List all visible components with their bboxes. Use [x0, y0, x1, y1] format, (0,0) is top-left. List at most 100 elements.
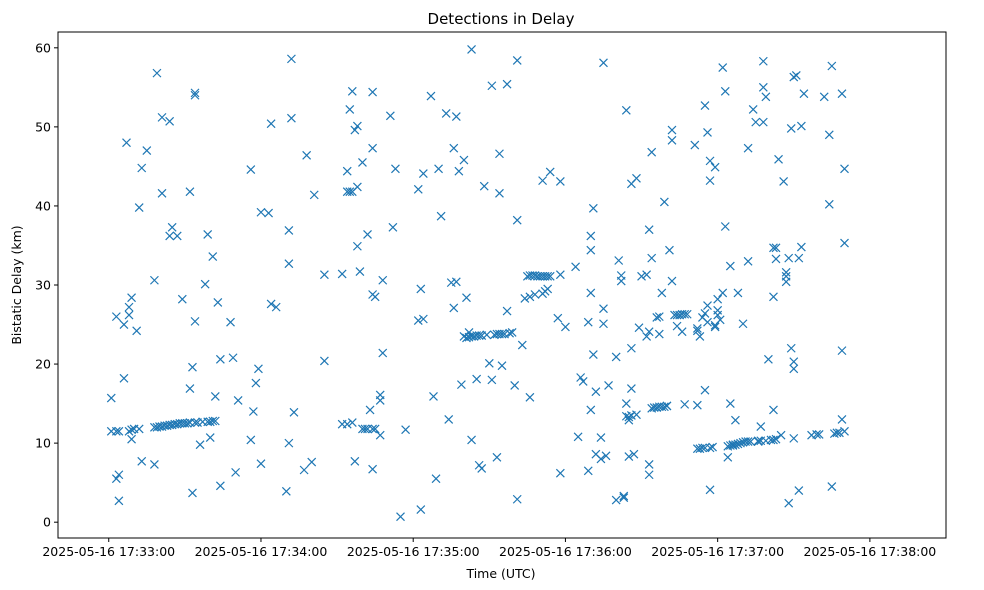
data-point — [796, 121, 806, 131]
data-point — [705, 176, 715, 186]
data-point — [619, 493, 629, 503]
y-axis-label: Bistatic Delay (km) — [9, 225, 24, 344]
x-tick-label: 2025-05-16 17:34:00 — [195, 544, 328, 559]
data-point — [271, 302, 281, 312]
data-point — [142, 146, 152, 156]
data-point — [157, 188, 167, 198]
data-point — [462, 293, 471, 303]
data-point — [375, 430, 385, 440]
data-point — [725, 399, 735, 409]
data-point — [629, 449, 639, 459]
data-point — [190, 88, 200, 98]
data-point — [342, 419, 352, 429]
data-point — [205, 433, 215, 443]
data-point — [378, 348, 388, 358]
data-point — [710, 322, 720, 332]
data-point — [738, 319, 748, 329]
data-point — [418, 169, 428, 178]
data-point — [451, 112, 461, 122]
data-point — [827, 482, 837, 492]
data-point — [667, 276, 677, 286]
data-point — [705, 485, 715, 495]
data-point — [134, 203, 144, 212]
data-point — [695, 331, 705, 341]
data-point — [761, 92, 771, 102]
data-point — [824, 199, 834, 209]
data-point — [632, 173, 641, 183]
data-point — [226, 317, 235, 327]
data-point — [368, 87, 378, 97]
data-point — [571, 262, 581, 272]
data-point — [743, 437, 753, 446]
data-point — [837, 89, 847, 99]
data-point — [796, 242, 806, 252]
data-point — [819, 92, 829, 102]
data-point — [654, 329, 664, 339]
data-point — [281, 486, 291, 496]
y-tick-label: 10 — [35, 436, 51, 451]
data-point — [487, 375, 497, 385]
data-point — [309, 190, 319, 200]
y-tick-label: 40 — [35, 198, 51, 213]
data-point — [543, 271, 553, 281]
data-point — [487, 81, 497, 91]
data-point — [736, 438, 745, 448]
data-point — [786, 124, 796, 133]
data-point — [119, 320, 129, 329]
data-point — [644, 225, 654, 235]
y-axis: 0 10 20 30 40 50 60 — [35, 40, 58, 530]
data-point — [342, 166, 352, 176]
data-point — [449, 303, 459, 313]
data-point — [190, 90, 200, 100]
data-point — [705, 443, 715, 453]
data-point — [497, 329, 507, 339]
data-point — [350, 456, 360, 466]
data-point — [525, 392, 535, 402]
data-point — [586, 405, 596, 415]
data-point — [586, 288, 596, 298]
data-point — [596, 454, 606, 464]
data-point — [746, 437, 756, 446]
data-point — [190, 316, 200, 326]
data-point — [530, 290, 540, 299]
x-tick-label: 2025-05-16 17:38:00 — [804, 544, 937, 559]
data-point — [680, 309, 690, 319]
data-point — [700, 309, 710, 318]
data-point — [418, 314, 428, 324]
data-point — [705, 156, 715, 166]
data-point — [733, 288, 743, 298]
x-tick-label: 2025-05-16 17:33:00 — [42, 544, 175, 559]
data-point — [769, 435, 778, 445]
data-point — [840, 164, 849, 174]
data-point — [111, 474, 121, 484]
data-point — [583, 466, 593, 476]
data-point — [789, 364, 799, 374]
data-point — [713, 305, 723, 315]
data-point — [758, 117, 768, 127]
x-tick-label: 2025-05-16 17:36:00 — [499, 544, 632, 559]
data-point — [700, 101, 710, 110]
data-point — [771, 254, 781, 264]
data-point — [713, 294, 723, 304]
data-point — [484, 358, 494, 368]
data-point — [347, 86, 357, 96]
data-point — [200, 279, 210, 289]
data-point — [426, 91, 436, 101]
data-point — [358, 158, 367, 167]
data-point — [599, 319, 608, 329]
data-point — [246, 435, 256, 445]
data-point — [350, 125, 360, 135]
data-point — [614, 256, 624, 265]
data-point — [720, 222, 730, 231]
data-point — [779, 177, 789, 186]
data-point — [467, 435, 476, 445]
data-point — [824, 130, 834, 140]
data-point — [370, 424, 380, 434]
data-point — [482, 330, 492, 340]
y-tick-label: 60 — [35, 40, 51, 55]
data-point — [474, 331, 484, 341]
data-point — [510, 380, 520, 390]
chart-title: Detections in Delay — [428, 10, 575, 28]
data-point — [799, 89, 809, 99]
data-point — [149, 275, 159, 285]
